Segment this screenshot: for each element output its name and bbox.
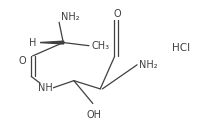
Text: HCl: HCl <box>172 43 191 53</box>
Polygon shape <box>40 41 64 44</box>
Text: NH₂: NH₂ <box>61 12 80 22</box>
Text: H: H <box>29 38 36 47</box>
Text: O: O <box>18 56 26 66</box>
Text: CH₃: CH₃ <box>92 41 110 51</box>
Text: NH: NH <box>38 83 53 93</box>
Text: OH: OH <box>86 110 101 120</box>
Text: O: O <box>113 9 121 19</box>
Text: NH₂: NH₂ <box>139 60 158 70</box>
